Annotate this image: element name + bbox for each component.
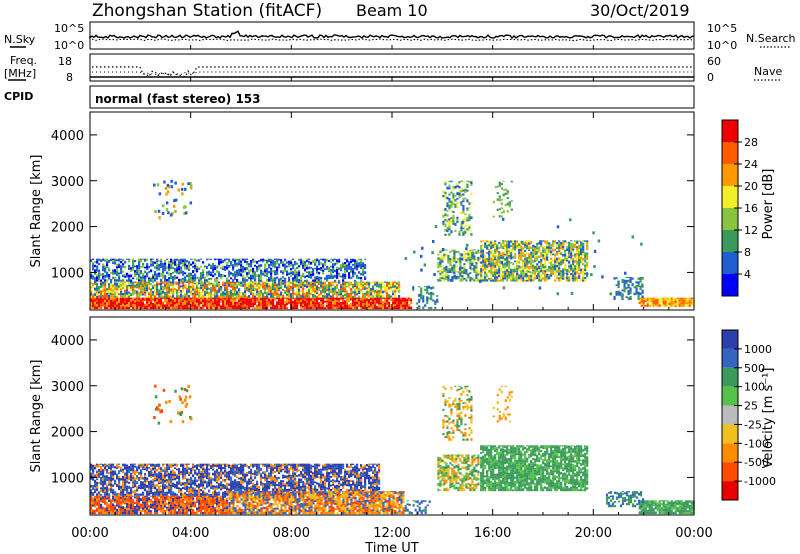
noise-left-tick-top: 10^5 <box>54 22 84 35</box>
time-tick-label: 20:00 <box>575 526 612 541</box>
colorbar-cell <box>722 120 738 142</box>
colorbar-tick-label: -500 <box>744 456 769 469</box>
freq-unit-label: [MHz] <box>4 67 36 80</box>
y-tick-label: 4000 <box>51 129 84 144</box>
colorbar-cell <box>722 142 738 164</box>
time-tick-label: 12:00 <box>373 526 410 541</box>
power-heatmap <box>90 179 695 310</box>
freq-traces <box>90 66 694 78</box>
noise-search-label: N.Search <box>746 32 796 45</box>
time-tick-label: 04:00 <box>172 526 209 541</box>
cpid-panel-frame <box>89 85 695 109</box>
colorbar-cell <box>722 208 738 230</box>
colorbar-tick-label: 25 <box>744 400 758 413</box>
colorbar-tick-label: -100 <box>744 437 769 450</box>
colorbar-cell <box>722 164 738 186</box>
colorbar-tick-label: 16 <box>744 202 758 215</box>
colorbar-cell <box>722 348 738 368</box>
time-axis-label: Time UT <box>364 541 418 554</box>
colorbar-cell <box>722 367 738 387</box>
freq-left-tick-top: 18 <box>58 55 72 68</box>
nave-label: Nave <box>754 65 782 78</box>
date-label: 30/Oct/2019 <box>590 1 690 20</box>
freq-left-tick-bottom: 8 <box>66 71 73 84</box>
colorbar-cell <box>722 186 738 208</box>
colorbar-tick-label: 8 <box>744 246 751 259</box>
colorbar-tick-label: 28 <box>744 136 758 149</box>
nave-right-tick-top: 60 <box>707 55 721 68</box>
colorbar-cell <box>722 443 738 463</box>
colorbar-cell <box>722 405 738 425</box>
freq-label: Freq. <box>10 54 37 67</box>
colorbar-cell <box>722 230 738 252</box>
colorbar-tick-label: 100 <box>744 381 765 394</box>
colorbar-cell <box>722 330 738 349</box>
cpid-label: CPID <box>4 90 33 103</box>
y-tick-label: 3000 <box>51 175 84 190</box>
y-tick-label: 4000 <box>51 334 84 349</box>
time-tick-label: 00:00 <box>675 526 712 541</box>
colorbar-cell <box>722 481 738 500</box>
noise-left-tick-bottom: 10^0 <box>54 39 84 52</box>
colorbar-tick-label: 500 <box>744 362 765 375</box>
power-colorbar: 4 8 12 16 20 24 28 <box>721 119 758 297</box>
y-tick-label: 2000 <box>51 221 84 236</box>
y-tick-label: 1000 <box>51 266 84 281</box>
velocity-heatmap <box>90 384 695 515</box>
velocity-colorbar: 1000 500 100 25 -25 -100 -500 -1000 <box>721 329 776 501</box>
velocity-ylabel: Slant Range [km] <box>29 360 44 473</box>
colorbar-cell <box>722 462 738 482</box>
colorbar-tick-label: 12 <box>744 224 758 237</box>
time-tick-label: 00:00 <box>71 526 108 541</box>
colorbar-cell <box>722 424 738 444</box>
colorbar-cell <box>722 252 738 274</box>
colorbar-cell <box>722 274 738 296</box>
time-tick-label: 16:00 <box>474 526 511 541</box>
velocity-y-axis: 1000 2000 3000 4000 <box>51 334 694 486</box>
velocity-colorbar-label: Velocity [m s⁻¹] <box>761 368 776 469</box>
colorbar-tick-label: 20 <box>744 180 758 193</box>
noise-traces <box>89 30 695 42</box>
colorbar-tick-label: -1000 <box>744 475 776 488</box>
colorbar-tick-label: 1000 <box>744 343 772 356</box>
colorbar-cell <box>722 386 738 406</box>
time-tick-label: 08:00 <box>273 526 310 541</box>
time-axis: 00:00 04:00 08:00 12:00 16:00 20:00 00:00 <box>71 45 713 541</box>
cpid-mode-text: normal (fast stereo) 153 <box>95 92 261 106</box>
y-tick-label: 1000 <box>51 471 84 486</box>
y-tick-label: 3000 <box>51 380 84 395</box>
noise-right-tick-bottom: 10^0 <box>707 39 737 52</box>
colorbar-tick-label: -25 <box>744 418 762 431</box>
noise-right-tick-top: 10^5 <box>707 22 737 35</box>
power-colorbar-label: Power [dB] <box>761 169 776 240</box>
y-tick-label: 2000 <box>51 426 84 441</box>
plot-title: Zhongshan Station (fitACF) <box>92 1 322 21</box>
power-ylabel: Slant Range [km] <box>29 155 44 268</box>
power-y-axis: 1000 2000 3000 4000 <box>51 129 694 281</box>
beam-label: Beam 10 <box>356 1 428 20</box>
colorbar-tick-label: 24 <box>744 158 758 171</box>
noise-sky-label: N.Sky <box>4 33 36 46</box>
colorbar-tick-label: 4 <box>744 268 751 281</box>
nave-right-tick-bottom: 0 <box>707 71 714 84</box>
